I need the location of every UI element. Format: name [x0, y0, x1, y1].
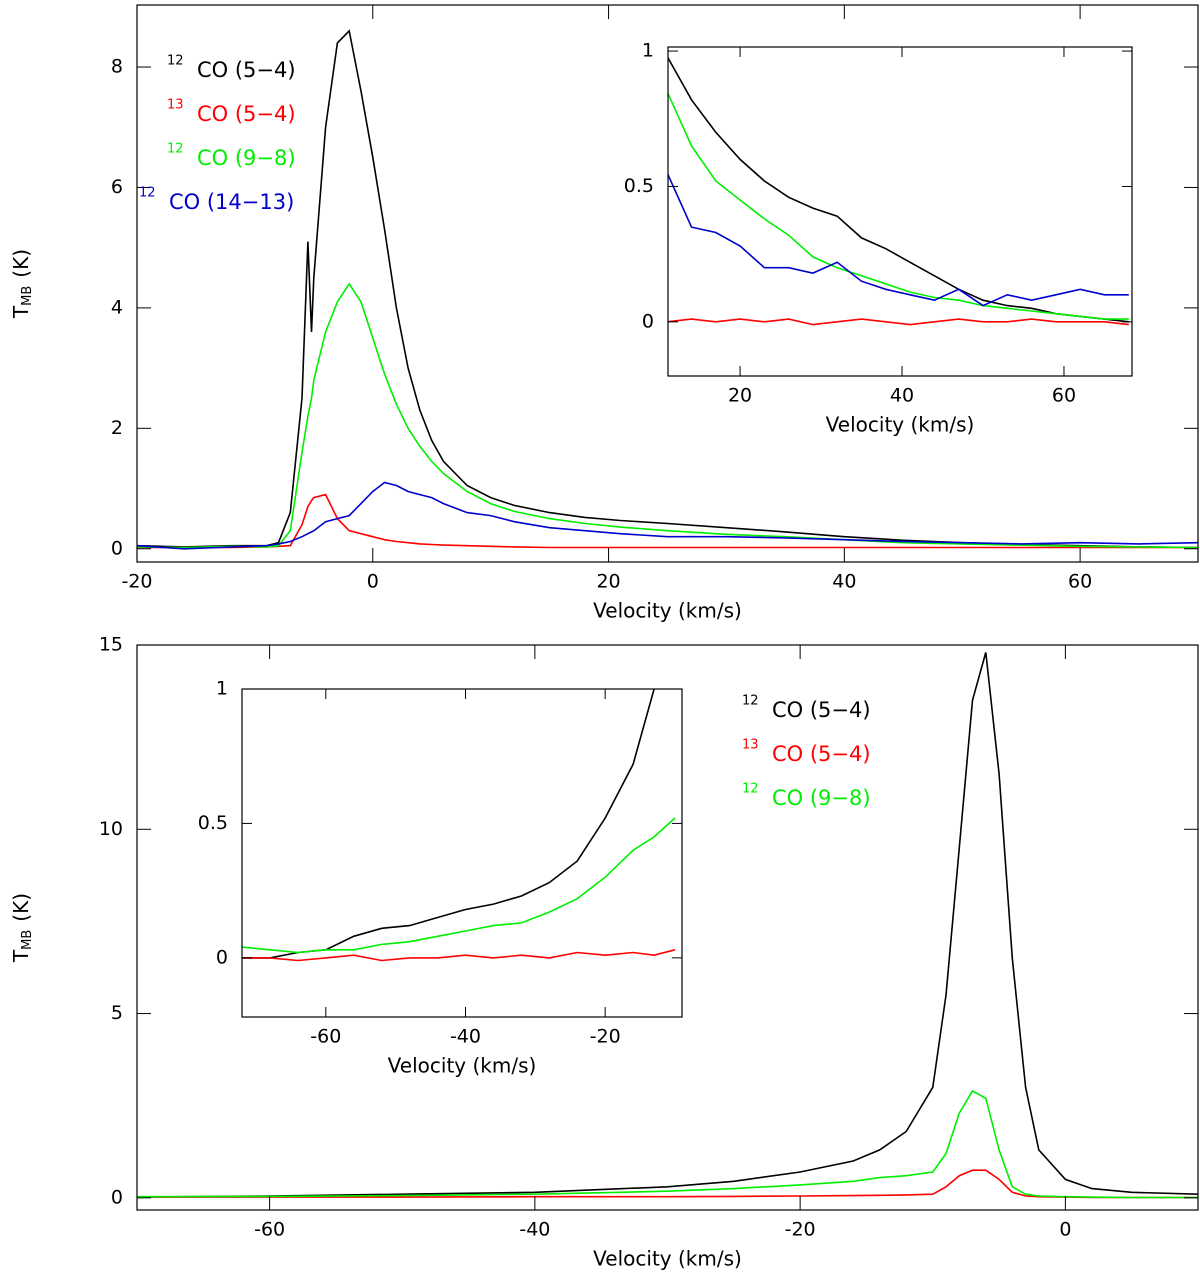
y-label-unit: (K)	[9, 893, 33, 922]
y-tick-label: 2	[111, 417, 123, 439]
x-tick-label: 20	[728, 385, 752, 407]
plot-frame	[241, 688, 683, 1018]
y-axis-label: TMB (K)	[9, 893, 35, 963]
x-axis-label: Velocity (km/s)	[593, 599, 742, 623]
x-axis-label: Velocity (km/s)	[826, 413, 975, 437]
spectrum-line	[668, 172, 1129, 307]
inset-chart: -60 -40 -20 0 0.5 1 Velocity (km/s)	[198, 678, 683, 1078]
y-tick-label: 0	[216, 946, 228, 968]
y-tick-label: 6	[111, 176, 123, 198]
spectrum-line	[137, 29, 1198, 549]
y-tick-label: 0	[111, 537, 123, 559]
spectrum-line	[137, 652, 1198, 1198]
plot-frame	[136, 644, 1199, 1211]
y-tick-label: 15	[99, 634, 123, 656]
y-tick-label: 10	[99, 818, 123, 840]
y-label-sub: MB	[20, 930, 35, 950]
y-axis-label: TMB (K)	[9, 249, 35, 319]
legend-isotope: 12	[167, 142, 184, 157]
legend-label: CO (9−8)	[772, 786, 871, 810]
spectrum-line	[668, 91, 1129, 320]
x-tick-label: -20	[121, 571, 152, 593]
y-label-main: T	[9, 305, 33, 319]
legend-label: CO (5−4)	[197, 102, 296, 126]
y-tick-label: 1	[216, 678, 228, 700]
spectrum-line	[242, 949, 676, 962]
x-tick-label: -40	[450, 1026, 481, 1048]
x-tick-label: 20	[596, 571, 620, 593]
x-axis-label: Velocity (km/s)	[388, 1054, 537, 1078]
spectrum-line	[137, 1089, 1198, 1199]
legend-label: CO (5−4)	[772, 698, 871, 722]
x-tick-label: 40	[890, 385, 914, 407]
plot-frame	[667, 46, 1133, 377]
spectrum-line	[137, 493, 1198, 549]
x-axis-label: Velocity (km/s)	[593, 1247, 742, 1271]
spectrum-line	[668, 318, 1129, 326]
x-tick-label: 60	[1068, 571, 1092, 593]
inset-chart: 20 40 60 0 0.5 1 Velocity (km/s)	[624, 40, 1133, 437]
legend-isotope: 12	[167, 54, 184, 69]
legend-label: CO (5−4)	[772, 742, 871, 766]
legend-isotope: 12	[742, 782, 759, 797]
x-tick-label: -60	[254, 1219, 285, 1241]
plot-frame	[136, 4, 1199, 563]
legend-isotope: 12	[742, 694, 759, 709]
legend-isotope: 12	[139, 186, 156, 201]
x-tick-label: 0	[367, 571, 379, 593]
y-tick-label: 5	[111, 1002, 123, 1024]
legend-isotope: 13	[167, 98, 184, 113]
plot-background	[668, 47, 1132, 376]
y-tick-label: 0.5	[198, 812, 228, 834]
x-tick-label: -20	[785, 1219, 816, 1241]
y-label-main: T	[9, 949, 33, 963]
y-tick-label: 0	[642, 310, 654, 332]
legend-label: CO (9−8)	[197, 146, 296, 170]
legend-label: CO (14−13)	[169, 190, 294, 214]
spectrum-line	[242, 817, 676, 954]
y-tick-label: 4	[111, 296, 123, 318]
x-tick-label: 40	[832, 571, 856, 593]
x-tick-label: 0	[1059, 1219, 1071, 1241]
y-tick-label: 8	[111, 56, 123, 78]
y-tick-label: 0	[111, 1186, 123, 1208]
plot-background	[242, 689, 682, 1017]
y-label-unit: (K)	[9, 249, 33, 278]
x-tick-label: -60	[310, 1026, 341, 1048]
legend-isotope: 13	[742, 738, 759, 753]
y-tick-label: 1	[642, 40, 654, 62]
x-tick-label: -40	[519, 1219, 550, 1241]
y-tick-label: 0.5	[624, 175, 654, 197]
legend-label: CO (5−4)	[197, 58, 296, 82]
spectrum-line	[137, 481, 1198, 550]
y-label-sub: MB	[20, 286, 35, 306]
x-tick-label: -20	[590, 1026, 621, 1048]
x-tick-label: 60	[1052, 385, 1076, 407]
